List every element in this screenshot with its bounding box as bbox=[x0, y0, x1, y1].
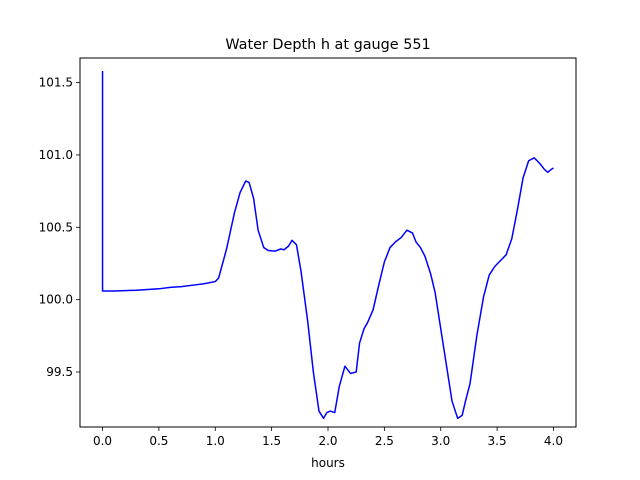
plot-frame bbox=[79, 57, 577, 428]
chart-title: Water Depth h at gauge 551 bbox=[225, 37, 430, 53]
x-tick-label: 2.5 bbox=[375, 434, 394, 448]
x-tick-label: 4.0 bbox=[544, 434, 563, 448]
x-tick-label: 2.0 bbox=[318, 434, 337, 448]
y-tick-label: 101.0 bbox=[39, 148, 73, 162]
x-tick-label: 1.0 bbox=[206, 434, 225, 448]
y-tick-label: 99.5 bbox=[46, 365, 73, 379]
series-line bbox=[101, 71, 554, 420]
y-tick-label: 101.5 bbox=[39, 76, 73, 90]
x-tick-label: 0.0 bbox=[93, 434, 112, 448]
x-tick-label: 3.0 bbox=[431, 434, 450, 448]
axis-ticks: 0.0 0.5 1.0 1.5 2.0 2.5 3.0 3.5 4.0 99.5 100.0 100.… bbox=[39, 76, 563, 448]
x-tick-label: 3.5 bbox=[488, 434, 507, 448]
plot-area bbox=[80, 58, 576, 427]
x-tick-label: 0.5 bbox=[149, 434, 168, 448]
x-tick-label: 1.5 bbox=[262, 434, 281, 448]
y-tick-label: 100.5 bbox=[39, 220, 73, 234]
x-axis-label: hours bbox=[311, 456, 345, 470]
y-tick-label: 100.0 bbox=[39, 293, 73, 307]
